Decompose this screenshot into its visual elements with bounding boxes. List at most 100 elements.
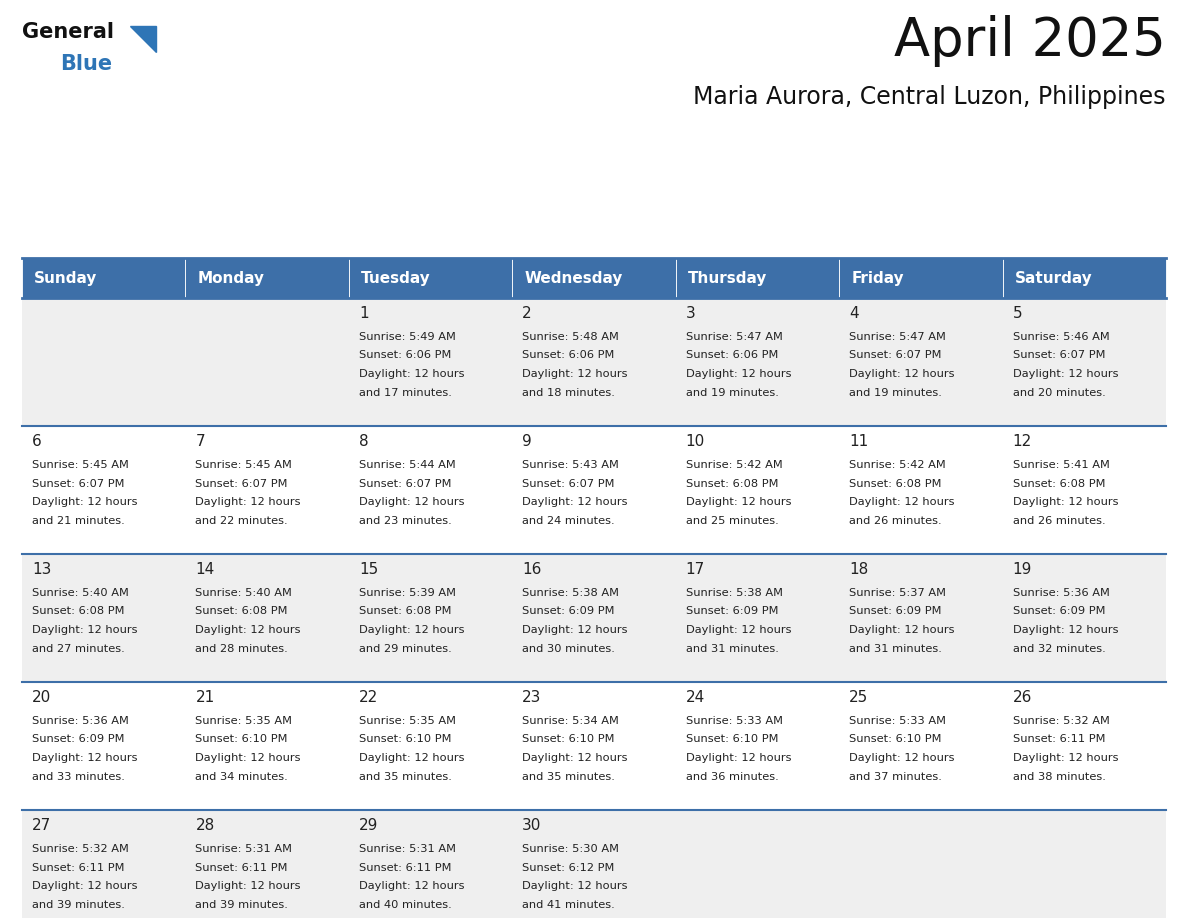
Text: Daylight: 12 hours: Daylight: 12 hours: [523, 881, 627, 891]
Text: 4: 4: [849, 306, 859, 321]
Text: and 22 minutes.: and 22 minutes.: [196, 516, 287, 525]
Text: Daylight: 12 hours: Daylight: 12 hours: [196, 497, 301, 507]
Text: Daylight: 12 hours: Daylight: 12 hours: [1012, 497, 1118, 507]
Text: Sunrise: 5:33 AM: Sunrise: 5:33 AM: [849, 716, 946, 726]
Text: Sunday: Sunday: [34, 271, 97, 285]
Text: and 31 minutes.: and 31 minutes.: [685, 644, 778, 654]
Bar: [23, 258, 185, 298]
Text: 5: 5: [1012, 306, 1022, 321]
Text: Daylight: 12 hours: Daylight: 12 hours: [523, 369, 627, 379]
Text: Sunset: 6:08 PM: Sunset: 6:08 PM: [359, 607, 451, 617]
Bar: [185, 258, 349, 298]
Bar: [349, 258, 512, 298]
Text: Sunrise: 5:42 AM: Sunrise: 5:42 AM: [685, 460, 783, 470]
Text: Sunrise: 5:43 AM: Sunrise: 5:43 AM: [523, 460, 619, 470]
Text: Sunrise: 5:32 AM: Sunrise: 5:32 AM: [1012, 716, 1110, 726]
Text: 24: 24: [685, 690, 704, 705]
Bar: [676, 682, 839, 810]
Bar: [512, 298, 676, 426]
Bar: [185, 682, 349, 810]
Text: General: General: [23, 22, 114, 42]
Text: Daylight: 12 hours: Daylight: 12 hours: [359, 625, 465, 635]
Text: Sunrise: 5:32 AM: Sunrise: 5:32 AM: [32, 844, 128, 854]
Text: Sunrise: 5:35 AM: Sunrise: 5:35 AM: [196, 716, 292, 726]
Text: Daylight: 12 hours: Daylight: 12 hours: [685, 369, 791, 379]
Text: 30: 30: [523, 818, 542, 833]
Bar: [1003, 426, 1165, 554]
Text: Maria Aurora, Central Luzon, Philippines: Maria Aurora, Central Luzon, Philippines: [694, 85, 1165, 109]
Text: Daylight: 12 hours: Daylight: 12 hours: [32, 753, 138, 763]
Text: Sunrise: 5:36 AM: Sunrise: 5:36 AM: [1012, 588, 1110, 598]
Text: Sunrise: 5:34 AM: Sunrise: 5:34 AM: [523, 716, 619, 726]
Text: and 35 minutes.: and 35 minutes.: [523, 771, 615, 781]
Text: and 29 minutes.: and 29 minutes.: [359, 644, 451, 654]
Text: Friday: Friday: [851, 271, 904, 285]
Text: Daylight: 12 hours: Daylight: 12 hours: [523, 753, 627, 763]
Text: Daylight: 12 hours: Daylight: 12 hours: [685, 753, 791, 763]
Bar: [23, 682, 185, 810]
Text: Sunset: 6:10 PM: Sunset: 6:10 PM: [359, 734, 451, 744]
Text: Sunset: 6:11 PM: Sunset: 6:11 PM: [359, 863, 451, 872]
Text: and 17 minutes.: and 17 minutes.: [359, 387, 451, 397]
Bar: [512, 682, 676, 810]
Text: Sunset: 6:10 PM: Sunset: 6:10 PM: [523, 734, 614, 744]
Text: Blue: Blue: [61, 54, 112, 74]
Text: 6: 6: [32, 434, 42, 449]
Text: Sunset: 6:07 PM: Sunset: 6:07 PM: [849, 351, 942, 361]
Text: and 28 minutes.: and 28 minutes.: [196, 644, 289, 654]
Bar: [676, 554, 839, 682]
Text: Sunrise: 5:30 AM: Sunrise: 5:30 AM: [523, 844, 619, 854]
Text: 29: 29: [359, 818, 378, 833]
Bar: [23, 426, 185, 554]
Text: Sunset: 6:11 PM: Sunset: 6:11 PM: [196, 863, 287, 872]
Text: 13: 13: [32, 562, 51, 577]
Bar: [1003, 682, 1165, 810]
Text: and 39 minutes.: and 39 minutes.: [196, 900, 289, 910]
Text: Sunset: 6:07 PM: Sunset: 6:07 PM: [32, 478, 125, 488]
Text: Daylight: 12 hours: Daylight: 12 hours: [1012, 625, 1118, 635]
Text: Sunset: 6:07 PM: Sunset: 6:07 PM: [523, 478, 614, 488]
Bar: [1003, 258, 1165, 298]
Text: Daylight: 12 hours: Daylight: 12 hours: [523, 625, 627, 635]
Text: Sunrise: 5:45 AM: Sunrise: 5:45 AM: [196, 460, 292, 470]
Text: 16: 16: [523, 562, 542, 577]
Text: Sunrise: 5:37 AM: Sunrise: 5:37 AM: [849, 588, 946, 598]
Text: 14: 14: [196, 562, 215, 577]
Bar: [1003, 810, 1165, 918]
Text: and 35 minutes.: and 35 minutes.: [359, 771, 451, 781]
Bar: [676, 426, 839, 554]
Text: and 27 minutes.: and 27 minutes.: [32, 644, 125, 654]
Text: Daylight: 12 hours: Daylight: 12 hours: [523, 497, 627, 507]
Text: Sunset: 6:08 PM: Sunset: 6:08 PM: [32, 607, 125, 617]
Text: Sunrise: 5:39 AM: Sunrise: 5:39 AM: [359, 588, 456, 598]
Text: Sunset: 6:09 PM: Sunset: 6:09 PM: [523, 607, 614, 617]
Text: 10: 10: [685, 434, 704, 449]
Text: and 40 minutes.: and 40 minutes.: [359, 900, 451, 910]
Text: and 26 minutes.: and 26 minutes.: [849, 516, 942, 525]
Text: Sunrise: 5:45 AM: Sunrise: 5:45 AM: [32, 460, 128, 470]
Text: and 21 minutes.: and 21 minutes.: [32, 516, 125, 525]
Bar: [839, 810, 1003, 918]
Text: and 25 minutes.: and 25 minutes.: [685, 516, 778, 525]
Text: Daylight: 12 hours: Daylight: 12 hours: [196, 753, 301, 763]
Bar: [839, 426, 1003, 554]
Text: and 39 minutes.: and 39 minutes.: [32, 900, 125, 910]
Text: Daylight: 12 hours: Daylight: 12 hours: [196, 625, 301, 635]
Text: Daylight: 12 hours: Daylight: 12 hours: [1012, 753, 1118, 763]
Text: Wednesday: Wednesday: [524, 271, 623, 285]
Text: Sunrise: 5:36 AM: Sunrise: 5:36 AM: [32, 716, 128, 726]
Text: 22: 22: [359, 690, 378, 705]
Text: Sunset: 6:11 PM: Sunset: 6:11 PM: [32, 863, 125, 872]
Text: 17: 17: [685, 562, 704, 577]
Bar: [23, 298, 185, 426]
Text: 3: 3: [685, 306, 695, 321]
Text: and 41 minutes.: and 41 minutes.: [523, 900, 615, 910]
Text: Sunset: 6:07 PM: Sunset: 6:07 PM: [1012, 351, 1105, 361]
Bar: [839, 682, 1003, 810]
Text: and 32 minutes.: and 32 minutes.: [1012, 644, 1105, 654]
Text: 18: 18: [849, 562, 868, 577]
Text: and 38 minutes.: and 38 minutes.: [1012, 771, 1106, 781]
Text: Sunset: 6:07 PM: Sunset: 6:07 PM: [196, 478, 287, 488]
Bar: [512, 426, 676, 554]
Bar: [349, 682, 512, 810]
